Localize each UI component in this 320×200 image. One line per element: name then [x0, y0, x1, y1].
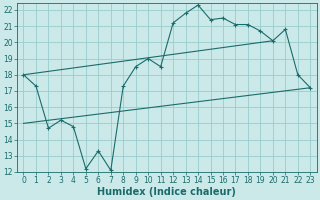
- X-axis label: Humidex (Indice chaleur): Humidex (Indice chaleur): [98, 187, 236, 197]
